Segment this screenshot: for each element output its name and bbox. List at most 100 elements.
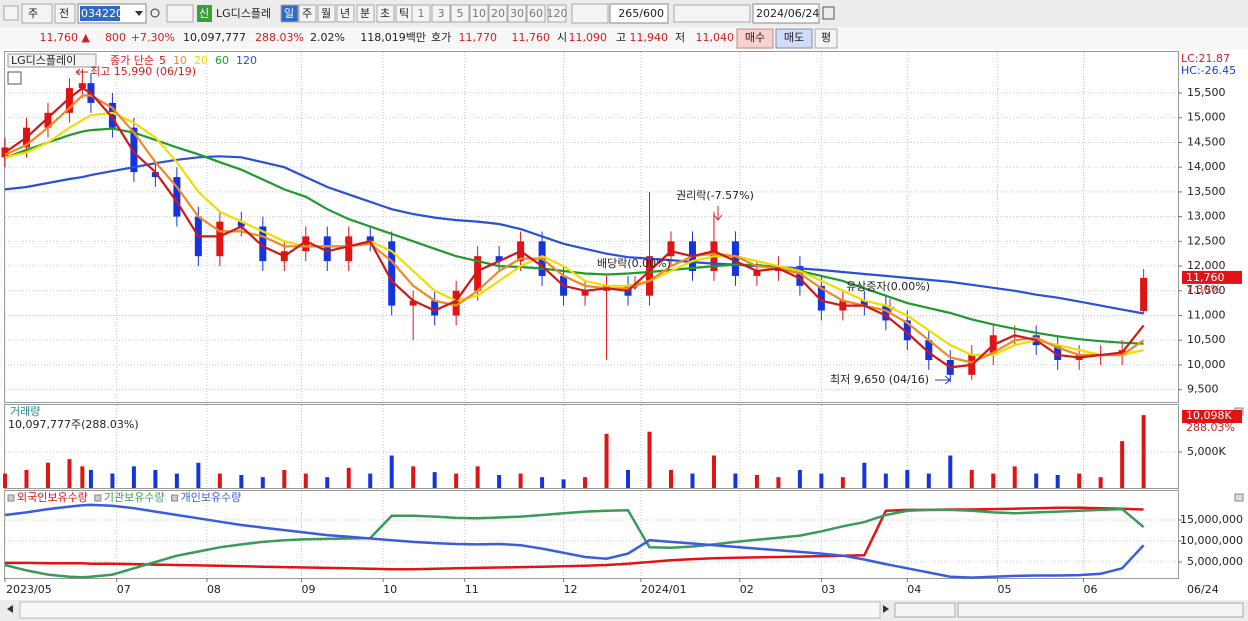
badge-box (197, 5, 212, 22)
x-tick-label: 12 (564, 583, 578, 596)
turnover: 2.02% (310, 31, 345, 44)
y-tick-label: 10,500 (1187, 333, 1226, 346)
search-icon[interactable] (150, 8, 160, 18)
period-button[interactable] (280, 4, 299, 23)
interval-button[interactable] (469, 4, 489, 23)
interval-button[interactable] (488, 4, 508, 23)
annotation: 최저 9,650 (04/16) (830, 373, 929, 386)
interval-button[interactable] (411, 4, 431, 23)
volume-bar (969, 469, 974, 488)
legend-marker (94, 494, 102, 502)
legend-entry: 10 (173, 54, 187, 67)
lc-label: LC:21.87 (1181, 52, 1230, 65)
table-icon[interactable] (7, 71, 22, 85)
candle-body (108, 102, 116, 128)
scroll-left[interactable] (7, 605, 13, 613)
high-label: 고 (616, 31, 626, 44)
sell-button[interactable] (775, 28, 813, 49)
prev-button[interactable] (54, 3, 76, 24)
eval-button[interactable] (814, 28, 838, 49)
candle-body (409, 300, 417, 306)
candle-body (78, 83, 86, 89)
buy-button[interactable] (736, 28, 774, 49)
period-button[interactable] (317, 4, 336, 23)
volume-bar (174, 473, 179, 488)
moving-average (4, 127, 1144, 345)
legend-marker (7, 494, 15, 502)
count-select[interactable] (571, 3, 609, 24)
last-date: 06/24 (1187, 583, 1219, 596)
date: 2024/06/24 (756, 7, 819, 20)
volume-bar (3, 473, 7, 488)
menu-button[interactable] (3, 5, 19, 21)
period-type-select[interactable] (21, 3, 53, 24)
calendar-icon[interactable] (822, 6, 835, 20)
period-button[interactable] (298, 4, 317, 23)
panel-title: 거래량 (10, 405, 40, 418)
dropdown-arrow[interactable] (135, 11, 143, 16)
annotation: 배당락(0.00%) (597, 257, 671, 270)
ask: 11,770 (459, 31, 498, 44)
count-box[interactable] (609, 3, 669, 24)
interval-label: 5 (457, 7, 464, 20)
period-button[interactable] (356, 4, 375, 23)
legend-entry: 개인보유수량 (181, 491, 242, 504)
candle-body (259, 226, 267, 262)
candle-body (860, 300, 868, 306)
volume: 10,097,777 (183, 31, 246, 44)
candle-body (431, 300, 439, 316)
scroll-track[interactable] (19, 601, 881, 619)
open: 11,090 (569, 31, 608, 44)
volume-bar (110, 473, 115, 488)
volume-bar (497, 475, 502, 488)
y-tick-label: 10,000,000 (1180, 534, 1243, 547)
period-button[interactable] (376, 4, 395, 23)
volume-bar (432, 472, 437, 488)
interval-button[interactable] (431, 4, 451, 23)
sound-button[interactable] (166, 4, 194, 23)
last-volume-label: 10,098K (1186, 409, 1232, 422)
candle-body (323, 236, 331, 262)
candle-body (388, 241, 396, 306)
volume-bar (45, 462, 50, 488)
tool-buttons[interactable] (673, 4, 751, 23)
volume-bar (948, 455, 953, 488)
interval-button[interactable] (526, 4, 546, 23)
y-tick-label: 14,500 (1187, 135, 1226, 148)
volume-ratio: 288.03% (255, 31, 304, 44)
candle-body (65, 88, 73, 113)
volume-bar (883, 473, 888, 488)
nav-buttons[interactable] (894, 602, 956, 618)
x-tick-label: 06 (1083, 583, 1097, 596)
stock-name: LG디스플레 (216, 7, 271, 20)
period-button[interactable] (336, 4, 355, 23)
panel-button[interactable] (1234, 493, 1244, 502)
y-tick-label: 5,000,000 (1187, 555, 1243, 568)
volume-bar (153, 469, 158, 488)
volume-bar (991, 473, 996, 488)
interval-button[interactable] (547, 4, 567, 23)
candle-body (452, 290, 460, 316)
quote-bar (0, 27, 1248, 49)
legend-entry: 120 (236, 54, 257, 67)
x-tick-label: 09 (301, 583, 315, 596)
interval-button[interactable] (450, 4, 470, 23)
scroll-right[interactable] (883, 605, 889, 613)
y-tick-label: 12,000 (1187, 259, 1226, 272)
candle-body (731, 241, 739, 276)
annotation: 유상증자(0.00%) (846, 280, 930, 293)
tool-buttons[interactable] (957, 602, 1244, 618)
volume-bar (647, 431, 652, 488)
date-box[interactable] (752, 3, 820, 24)
volume-bar (88, 469, 93, 488)
volume-bar (604, 433, 609, 488)
change-pct: +7.30% (131, 31, 175, 44)
y-tick-label: 15,000,000 (1180, 513, 1243, 526)
volume-bar (819, 473, 824, 488)
x-tick-label: 05 (998, 583, 1012, 596)
volume-bar (346, 467, 351, 488)
interval-button[interactable] (507, 4, 527, 23)
volume-bar (411, 466, 416, 488)
hc-label: HC:-26.45 (1181, 64, 1236, 77)
